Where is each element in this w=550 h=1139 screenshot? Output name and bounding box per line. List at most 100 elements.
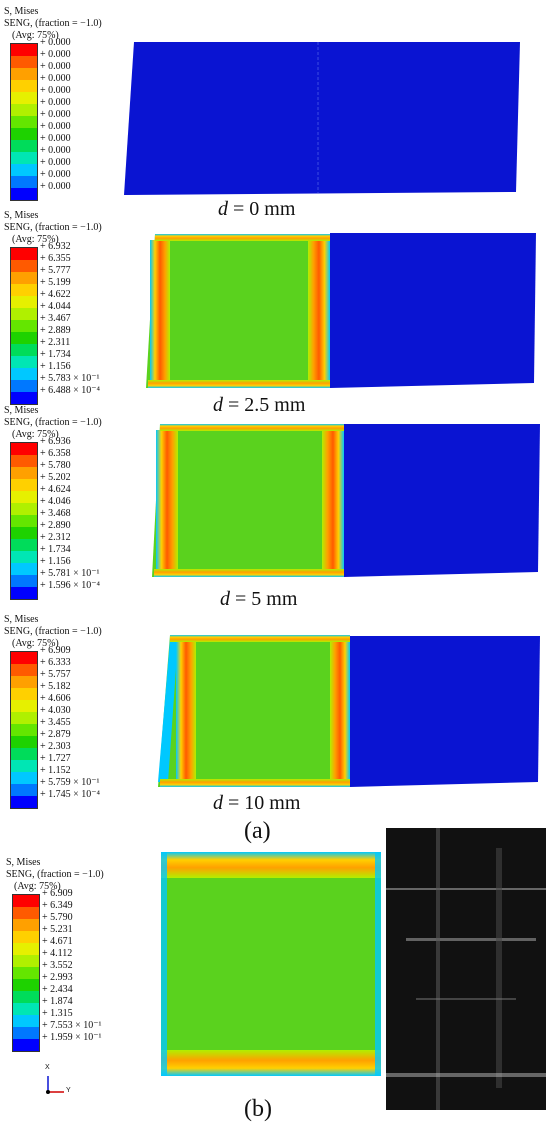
legend-swatch	[11, 527, 37, 539]
legend-swatch	[11, 56, 37, 68]
caption-d10: d = 10 mm	[213, 792, 301, 814]
legend-value: + 2.434	[42, 984, 73, 995]
legend-swatch	[11, 772, 37, 784]
legend-swatch	[13, 931, 39, 943]
legend-swatch	[11, 443, 37, 455]
legend-title-line: S, Mises	[4, 405, 39, 416]
legend-value: + 4.624	[40, 484, 71, 495]
legend-swatch	[11, 760, 37, 772]
legend-swatch	[11, 128, 37, 140]
legend-title-line: (Avg: 75%)	[12, 30, 59, 41]
legend-swatch	[11, 664, 37, 676]
legend-value: + 5.783 × 10⁻¹	[40, 373, 100, 384]
legend-title-line: S, Mises	[4, 6, 39, 17]
legend-swatch	[13, 907, 39, 919]
legend-3: S, Mises SENG, (fraction = −1.0) (Avg: 75%…	[4, 614, 102, 811]
legend-value: + 2.879	[40, 729, 71, 740]
legend-value: + 7.553 × 10⁻¹	[42, 1020, 102, 1031]
legend-swatch	[11, 164, 37, 176]
legend-swatch	[11, 140, 37, 152]
legend-swatch	[11, 676, 37, 688]
legend-swatch	[11, 176, 37, 188]
legend-swatch	[11, 44, 37, 56]
legend-value: + 0.000	[40, 157, 71, 168]
legend-value: + 3.467	[40, 313, 71, 324]
legend-swatch	[13, 919, 39, 931]
legend-value: + 0.000	[40, 181, 71, 192]
legend-title: S, Mises SENG, (fraction = −1.0) (Avg: 75%…	[4, 6, 102, 42]
legend-swatch	[11, 392, 37, 404]
legend-value: + 2.889	[40, 325, 71, 336]
legend-value: + 0.000	[40, 85, 71, 96]
legend-value: + 4.046	[40, 496, 71, 507]
legend-swatch	[11, 748, 37, 760]
legend-swatch	[11, 700, 37, 712]
legend-swatch	[11, 116, 37, 128]
axis-triad	[46, 1076, 64, 1094]
legend-value: + 5.757	[40, 669, 71, 680]
legend-value: + 3.468	[40, 508, 71, 519]
legend-swatches	[10, 247, 38, 405]
legend-value: + 2.311	[40, 337, 71, 348]
legend-value: + 5.781 × 10⁻¹	[40, 568, 100, 579]
legend-swatches	[10, 651, 38, 809]
caption-d0: d = 0 mm	[218, 198, 296, 220]
legend-value: + 6.909	[40, 645, 71, 656]
legend-value: + 6.488 × 10⁻⁴	[40, 385, 101, 396]
legend-value: + 6.932	[40, 241, 71, 252]
legend-value: + 6.358	[40, 448, 71, 459]
legend-swatch	[11, 68, 37, 80]
legend-value: + 1.315	[42, 1008, 73, 1019]
legend-value: + 4.622	[40, 289, 71, 300]
legend-value: + 0.000	[40, 49, 71, 60]
legend-swatch	[11, 539, 37, 551]
axis-x-label: X	[45, 1064, 50, 1071]
legend-title-line: S, Mises	[4, 210, 39, 221]
plate-d10	[158, 635, 540, 787]
legend-value: + 0.000	[40, 73, 71, 84]
legend-value: + 2.303	[40, 741, 71, 752]
legend-value: + 6.909	[42, 888, 73, 899]
legend-swatch	[11, 248, 37, 260]
legend-value: + 1.745 × 10⁻⁴	[40, 789, 101, 800]
legend-swatch	[11, 380, 37, 392]
legend-swatch	[11, 308, 37, 320]
legend-value: + 1.734	[40, 349, 71, 360]
legend-title-line: SENG, (fraction = −1.0)	[6, 869, 104, 880]
legend-swatch	[11, 479, 37, 491]
legend-value: + 0.000	[40, 121, 71, 132]
legend-value: + 0.000	[40, 133, 71, 144]
legend-value: + 5.231	[42, 924, 73, 935]
legend-value: + 4.030	[40, 705, 71, 716]
legend-swatch	[13, 1015, 39, 1027]
legend-swatch	[11, 736, 37, 748]
legend-swatch	[11, 587, 37, 599]
legend-swatch	[11, 551, 37, 563]
legend-swatch	[11, 344, 37, 356]
legend-swatch	[11, 332, 37, 344]
legend-swatch	[11, 80, 37, 92]
legend-swatch	[11, 368, 37, 380]
legend-swatch	[13, 991, 39, 1003]
legend-value: + 0.000	[40, 169, 71, 180]
legend-value: + 6.355	[40, 253, 71, 264]
legend-swatch	[11, 515, 37, 527]
legend-value: + 5.182	[40, 681, 71, 692]
legend-title-line: (Avg: 75%)	[12, 234, 59, 245]
legend-swatch	[11, 503, 37, 515]
legend-value: + 1.727	[40, 753, 71, 764]
legend-swatch	[11, 296, 37, 308]
legend-value: + 3.552	[42, 960, 73, 971]
legend-title-line: SENG, (fraction = −1.0)	[4, 626, 102, 637]
legend-value: + 2.312	[40, 532, 71, 543]
legend-4: S, Mises SENG, (fraction = −1.0) (Avg: 75%…	[6, 857, 104, 1054]
legend-swatch	[11, 104, 37, 116]
legend-value: + 1.156	[40, 556, 71, 567]
legend-value: + 0.000	[40, 97, 71, 108]
legend-swatch	[11, 284, 37, 296]
legend-title-line: SENG, (fraction = −1.0)	[4, 222, 102, 233]
legend-value: + 4.671	[42, 936, 73, 947]
legend-swatch	[11, 467, 37, 479]
legend-value: + 6.349	[42, 900, 73, 911]
